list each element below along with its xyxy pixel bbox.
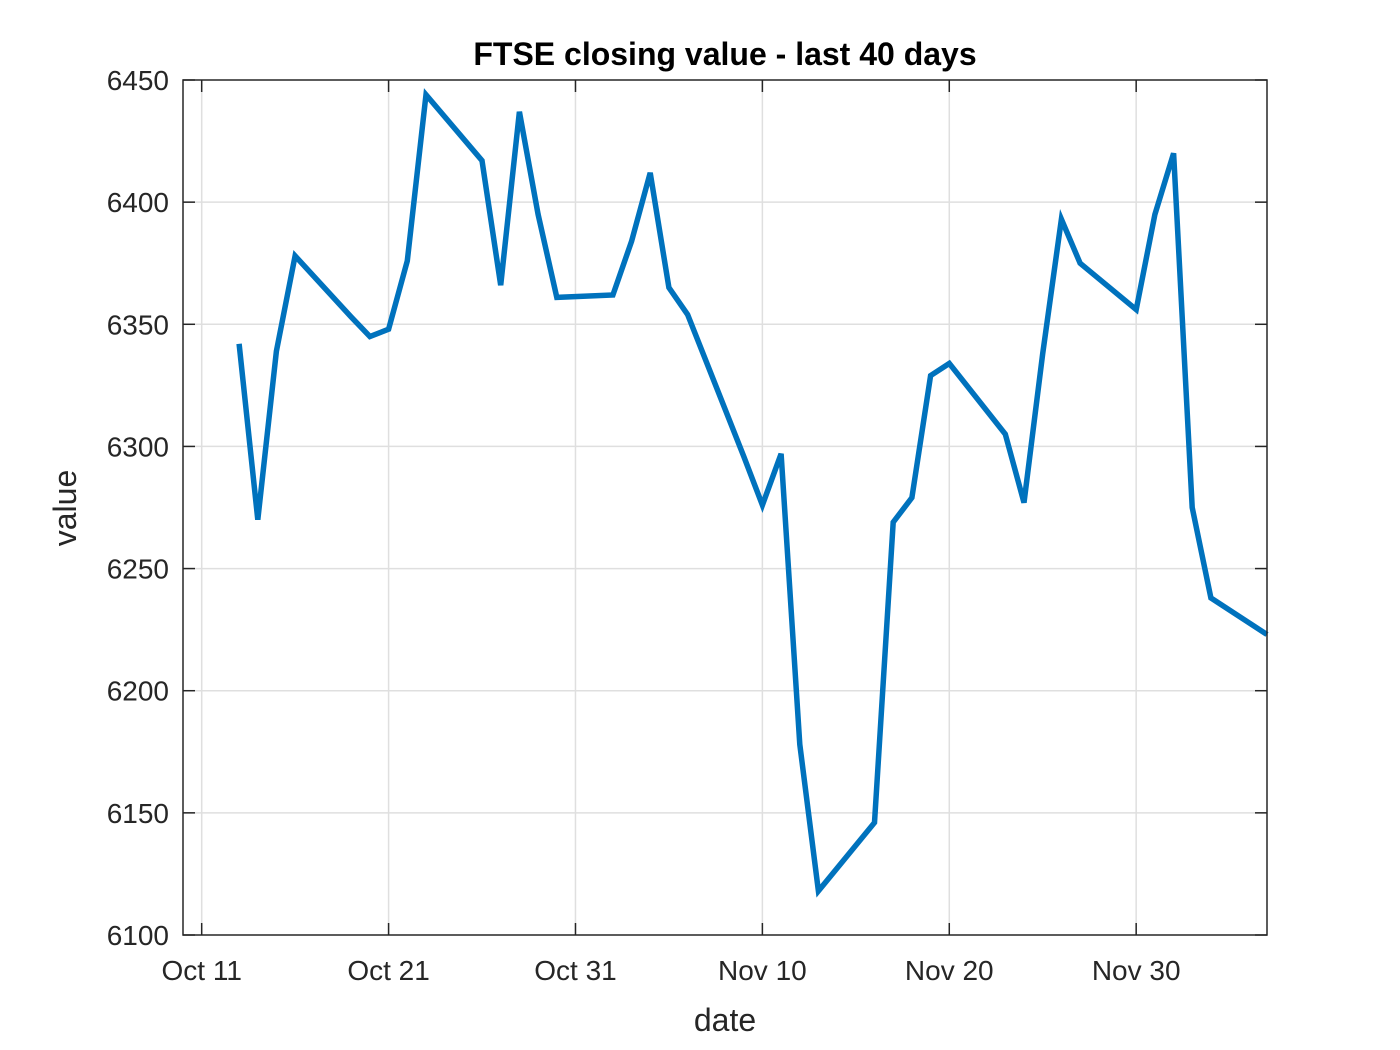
plot-frame	[182, 79, 1268, 936]
y-tick-label: 6200	[107, 676, 169, 707]
x-tick-label: Nov 10	[718, 955, 807, 986]
y-tick-label: 6400	[107, 187, 169, 218]
y-axis-label: value	[47, 470, 83, 547]
y-tick-label: 6150	[107, 798, 169, 829]
y-tick-label: 6300	[107, 431, 169, 462]
y-tick-label: 6350	[107, 309, 169, 340]
x-tick-label: Nov 20	[905, 955, 994, 986]
x-tick-label: Nov 30	[1092, 955, 1181, 986]
y-tick-label: 6100	[107, 920, 169, 951]
y-tick-label: 6450	[107, 65, 169, 96]
x-tick-label: Oct 31	[534, 955, 616, 986]
x-axis-label: date	[694, 1002, 756, 1038]
series-line	[236, 88, 1269, 898]
grid-layer	[183, 80, 1267, 935]
ticks-layer: 6100 6150 6200 6250 6300 6350 6400 6450 Oct 11 Oc…	[107, 65, 1267, 986]
x-tick-label: Oct 21	[347, 955, 429, 986]
series-layer	[236, 88, 1269, 898]
y-tick-label: 6250	[107, 554, 169, 585]
x-tick-label: Oct 11	[161, 955, 241, 986]
chart-title: FTSE closing value - last 40 days	[473, 36, 976, 72]
